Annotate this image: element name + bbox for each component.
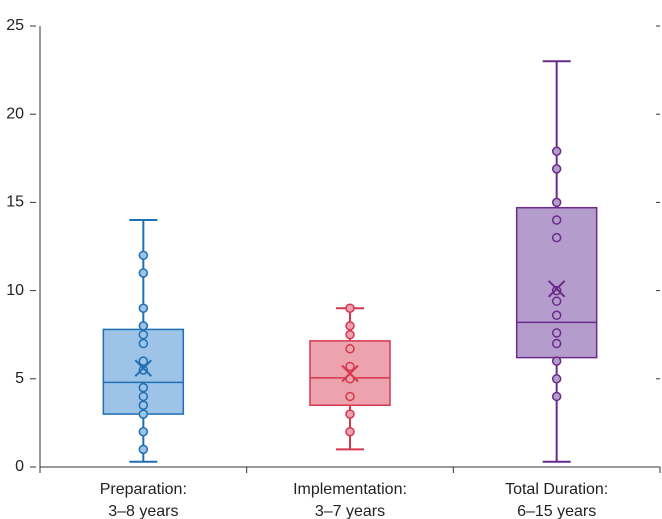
data-point: [345, 391, 355, 402]
data-point: [551, 232, 562, 243]
data-point: [138, 382, 149, 393]
data-point: [551, 338, 562, 349]
data-point: [138, 321, 149, 331]
x-tick-label: 3–8 years: [108, 503, 178, 519]
mean-marker: [547, 280, 566, 298]
data-point: [138, 329, 149, 340]
mean-marker: [341, 364, 359, 383]
data-point: [345, 426, 355, 437]
y-tick-label: 0: [15, 458, 24, 475]
data-point: [345, 409, 355, 419]
data-point: [551, 215, 562, 225]
data-point: [345, 344, 355, 354]
data-point: [138, 338, 149, 349]
y-tick-label: 25: [6, 17, 24, 34]
data-point: [345, 303, 355, 313]
y-tick-label: 10: [6, 282, 24, 299]
data-point: [138, 444, 149, 455]
y-tick-label: 5: [15, 370, 24, 387]
data-point: [551, 164, 562, 174]
data-point: [138, 409, 149, 419]
y-tick-label: 15: [6, 194, 24, 211]
mean-marker: [134, 359, 153, 377]
data-point: [551, 328, 562, 338]
data-point: [138, 391, 149, 402]
data-point: [138, 250, 149, 261]
data-point: [551, 310, 562, 321]
x-tick-label: Preparation:: [100, 481, 187, 498]
x-tick-label: 6–15 years: [517, 503, 596, 519]
data-point: [551, 374, 562, 384]
x-tick-label: Total Duration:: [505, 481, 608, 498]
data-point: [138, 426, 149, 437]
data-point: [551, 356, 562, 366]
data-point: [551, 391, 562, 402]
x-tick-label: Implementation:: [293, 481, 407, 498]
data-point: [551, 296, 562, 306]
data-point: [551, 285, 562, 296]
y-tick-label: 20: [6, 105, 24, 122]
data-point: [345, 321, 355, 331]
data-point: [551, 146, 562, 156]
data-point: [551, 197, 562, 208]
data-point: [138, 268, 149, 278]
data-point: [345, 361, 355, 372]
data-point: [138, 356, 149, 366]
data-point: [138, 400, 149, 411]
x-tick-label: 3–7 years: [315, 503, 385, 519]
data-point: [345, 329, 355, 340]
data-point: [138, 303, 149, 313]
data-point: [138, 365, 149, 375]
